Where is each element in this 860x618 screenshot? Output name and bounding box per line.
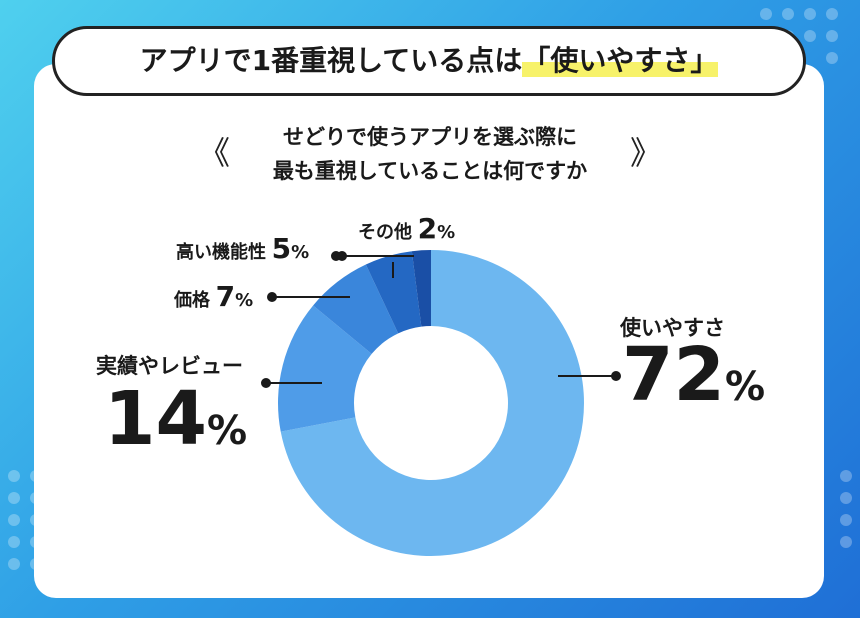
- value-usability-number: 72: [622, 332, 725, 418]
- page-title: アプリで1番重視している点は「使いやすさ」: [55, 39, 803, 79]
- right-chevron-icon: 》: [630, 134, 663, 172]
- value-reviews: 14%: [104, 382, 247, 476]
- left-chevron-icon: 《: [198, 134, 231, 172]
- decorative-dot: [826, 8, 838, 20]
- question-line-1: せどりで使うアプリを選ぶ際に: [283, 125, 577, 149]
- donut-slice-0: [280, 250, 584, 556]
- leader-dot-1: [261, 378, 271, 388]
- decorative-dot: [840, 470, 852, 482]
- title-prefix: アプリで1番重視している点は: [139, 44, 523, 77]
- question-text: せどりで使うアプリを選ぶ際に 最も重視していることは何ですか: [0, 120, 860, 188]
- label-function: 高い機能性: [176, 242, 266, 263]
- donut-slice-3: [365, 251, 422, 334]
- value-other-unit: %: [437, 222, 456, 243]
- decorative-dot: [826, 30, 838, 42]
- value-price-number: 7: [215, 280, 236, 313]
- value-usability-unit: %: [724, 364, 766, 410]
- value-reviews-unit: %: [206, 408, 248, 454]
- value-other-number: 2: [417, 212, 438, 245]
- question-line-2: 最も重視していることは何ですか: [272, 159, 588, 183]
- decorative-dot: [804, 30, 816, 42]
- leader-dot-0: [611, 371, 621, 381]
- decorative-dot: [782, 8, 794, 20]
- donut-slice-4: [411, 250, 431, 327]
- decorative-dot: [8, 558, 20, 570]
- value-reviews-number: 14: [104, 376, 207, 462]
- label-price: 価格: [174, 290, 210, 311]
- decorative-dot: [760, 8, 772, 20]
- decorative-dot: [8, 470, 20, 482]
- value-function-unit: %: [291, 242, 310, 263]
- label-other: その他: [358, 222, 412, 243]
- value-function-number: 5: [271, 232, 292, 265]
- decorative-dot: [840, 536, 852, 548]
- donut-slice-1: [278, 305, 372, 432]
- label-price-group: 価格 7%: [174, 282, 253, 316]
- title-highlight: 「使いやすさ」: [522, 44, 719, 77]
- decorative-dot: [804, 8, 816, 20]
- label-other-group: その他 2%: [358, 214, 455, 248]
- leader-dot-2: [267, 292, 277, 302]
- title-banner: アプリで1番重視している点は「使いやすさ」: [52, 26, 806, 96]
- decorative-dot: [8, 492, 20, 504]
- value-usability: 72%: [622, 338, 765, 432]
- donut-slice-2: [313, 264, 399, 354]
- label-reviews: 実績やレビュー: [96, 354, 243, 378]
- decorative-dot: [8, 536, 20, 548]
- label-usability: 使いやすさ: [620, 316, 725, 340]
- leader-dot-function: [331, 251, 341, 261]
- decorative-dot: [8, 514, 20, 526]
- decorative-dot: [826, 52, 838, 64]
- value-price-unit: %: [235, 290, 254, 311]
- label-function-group: 高い機能性 5%: [176, 234, 309, 268]
- decorative-dot: [840, 514, 852, 526]
- decorative-dot: [840, 492, 852, 504]
